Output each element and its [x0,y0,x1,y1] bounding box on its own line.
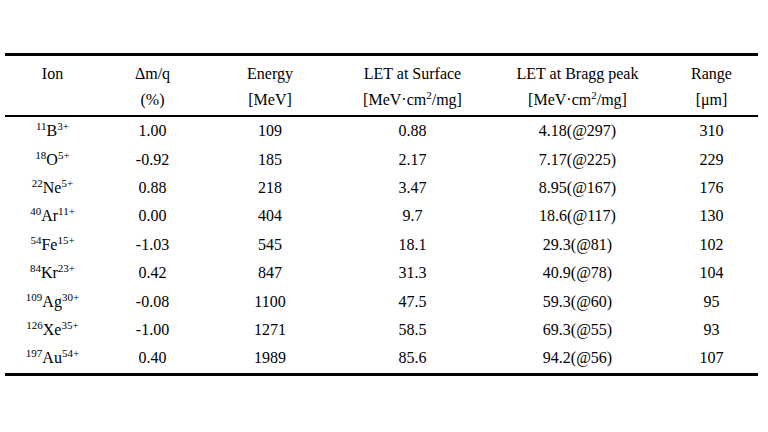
cell-range: 130 [665,202,758,230]
cell-range: 95 [665,287,758,315]
cell-delta-m-q: 0.00 [100,202,205,230]
cell-energy: 545 [205,231,335,259]
table-row: 126Xe35+-1.00127158.569.3(@55)93 [5,316,758,344]
cell-delta-m-q: 0.40 [100,344,205,374]
cell-energy: 218 [205,174,335,202]
table-row: 40Ar11+0.004049.718.6(@117)130 [5,202,758,230]
col-header-range: Range [665,55,758,89]
table-row: 54Fe15+-1.0354518.129.3(@81)102 [5,231,758,259]
table-row: 18O5+-0.921852.177.17(@225)229 [5,145,758,173]
col-header-energy: Energy [205,55,335,89]
cell-let-bragg-peak: 8.95(@167) [490,174,665,202]
cell-ion: 197Au54+ [5,344,100,374]
cell-let-surface: 47.5 [335,287,490,315]
cell-range: 107 [665,344,758,374]
col-unit-let-bragg-peak: [MeV·cm2/mg] [490,88,665,116]
cell-range: 229 [665,145,758,173]
cell-ion: 109Ag30+ [5,287,100,315]
cell-let-surface: 0.88 [335,116,490,145]
page: Ion Δm/q Energy LET at Surface LET at Br… [0,0,768,432]
ion-properties-table: Ion Δm/q Energy LET at Surface LET at Br… [5,53,758,376]
cell-let-surface: 2.17 [335,145,490,173]
cell-let-bragg-peak: 94.2(@56) [490,344,665,374]
cell-let-surface: 9.7 [335,202,490,230]
table-row: 109Ag30+-0.08110047.559.3(@60)95 [5,287,758,315]
cell-delta-m-q: 1.00 [100,116,205,145]
cell-ion: 18O5+ [5,145,100,173]
cell-energy: 1989 [205,344,335,374]
cell-let-surface: 58.5 [335,316,490,344]
col-unit-range: [μm] [665,88,758,116]
cell-ion: 54Fe15+ [5,231,100,259]
cell-ion: 22Ne5+ [5,174,100,202]
header-label-row: Ion Δm/q Energy LET at Surface LET at Br… [5,55,758,89]
cell-range: 310 [665,116,758,145]
cell-range: 93 [665,316,758,344]
cell-let-surface: 31.3 [335,259,490,287]
cell-delta-m-q: -1.00 [100,316,205,344]
table-row: 11B3+1.001090.884.18(@297)310 [5,116,758,145]
cell-energy: 1271 [205,316,335,344]
cell-ion: 84Kr23+ [5,259,100,287]
cell-let-bragg-peak: 69.3(@55) [490,316,665,344]
cell-ion: 40Ar11+ [5,202,100,230]
cell-let-surface: 3.47 [335,174,490,202]
table-header: Ion Δm/q Energy LET at Surface LET at Br… [5,55,758,117]
col-header-let-surface: LET at Surface [335,55,490,89]
cell-energy: 185 [205,145,335,173]
cell-energy: 109 [205,116,335,145]
cell-energy: 404 [205,202,335,230]
cell-delta-m-q: 0.88 [100,174,205,202]
header-unit-row: (%) [MeV] [MeV·cm2/mg] [MeV·cm2/mg] [μm] [5,88,758,116]
cell-let-bragg-peak: 59.3(@60) [490,287,665,315]
cell-let-bragg-peak: 4.18(@297) [490,116,665,145]
col-unit-ion [5,88,100,116]
cell-delta-m-q: -1.03 [100,231,205,259]
cell-delta-m-q: -0.08 [100,287,205,315]
col-header-let-bragg-peak: LET at Bragg peak [490,55,665,89]
cell-let-surface: 18.1 [335,231,490,259]
table-row: 84Kr23+0.4284731.340.9(@78)104 [5,259,758,287]
cell-delta-m-q: -0.92 [100,145,205,173]
cell-ion: 126Xe35+ [5,316,100,344]
cell-energy: 847 [205,259,335,287]
cell-range: 104 [665,259,758,287]
cell-range: 102 [665,231,758,259]
col-header-ion: Ion [5,55,100,89]
table-body: 11B3+1.001090.884.18(@297)31018O5+-0.921… [5,116,758,374]
col-unit-let-surface: [MeV·cm2/mg] [335,88,490,116]
col-unit-delta-m-q: (%) [100,88,205,116]
cell-range: 176 [665,174,758,202]
cell-let-surface: 85.6 [335,344,490,374]
table-row: 197Au54+0.40198985.694.2(@56)107 [5,344,758,374]
cell-energy: 1100 [205,287,335,315]
cell-let-bragg-peak: 18.6(@117) [490,202,665,230]
table-row: 22Ne5+0.882183.478.95(@167)176 [5,174,758,202]
cell-let-bragg-peak: 40.9(@78) [490,259,665,287]
cell-let-bragg-peak: 7.17(@225) [490,145,665,173]
cell-let-bragg-peak: 29.3(@81) [490,231,665,259]
col-header-delta-m-q: Δm/q [100,55,205,89]
col-unit-energy: [MeV] [205,88,335,116]
cell-delta-m-q: 0.42 [100,259,205,287]
cell-ion: 11B3+ [5,116,100,145]
